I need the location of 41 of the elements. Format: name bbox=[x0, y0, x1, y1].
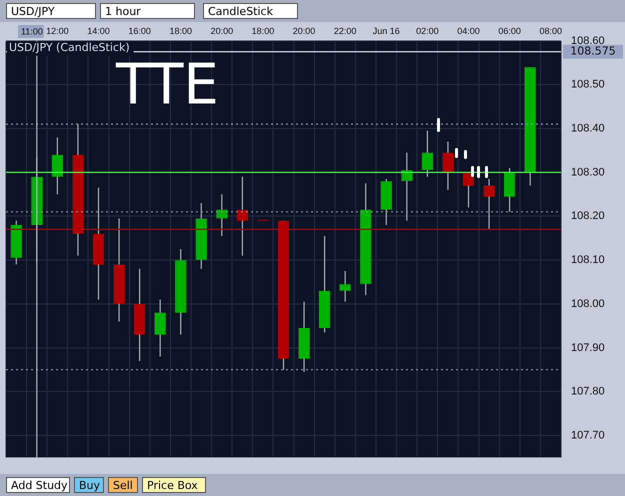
candlestick bbox=[504, 167, 516, 212]
x-tick-label: 14:00 bbox=[87, 26, 110, 36]
ref-line-label: 108.575 bbox=[570, 44, 616, 58]
x-tick-label: 22:00 bbox=[334, 26, 356, 36]
x-tick-label: 06:00 bbox=[498, 26, 521, 36]
y-tick-label: 108.50 bbox=[571, 78, 605, 91]
dropdown-field: 1 hour bbox=[100, 3, 195, 19]
candlestick bbox=[401, 152, 412, 222]
button: Price Box bbox=[142, 477, 206, 493]
chart-title: USD/JPY (CandleStick) bbox=[9, 41, 130, 54]
candlestick bbox=[442, 141, 454, 190]
candlestick bbox=[340, 270, 351, 302]
x-tick-label: 08:00 bbox=[539, 26, 562, 36]
y-tick-label: 108.30 bbox=[571, 166, 605, 178]
button: Add Study bbox=[6, 477, 70, 493]
y-tick-label: 107.80 bbox=[571, 386, 605, 398]
candlestick bbox=[216, 194, 228, 237]
x-tick-label: 02:00 bbox=[416, 26, 439, 36]
x-tick-label: 20:00 bbox=[292, 26, 316, 36]
x-tick-label: 04:00 bbox=[457, 26, 480, 36]
annotation: TTE bbox=[115, 52, 219, 118]
y-tick-label: 108.10 bbox=[571, 254, 605, 266]
y-tick-label: 108.40 bbox=[571, 122, 605, 135]
dropdown-field: CandleStick bbox=[203, 3, 298, 19]
button: Sell bbox=[108, 477, 138, 493]
x-tick-label: 12:00 bbox=[46, 26, 69, 36]
dropdown-field: USD/JPY bbox=[6, 3, 96, 19]
y-tick-label: 108.00 bbox=[571, 298, 605, 310]
x-tick-label: 18:00 bbox=[252, 26, 274, 36]
candlestick bbox=[52, 136, 64, 195]
y-tick-label: 108.60 bbox=[571, 34, 605, 47]
x-tick-label: 20:00 bbox=[210, 26, 234, 36]
candlestick bbox=[154, 298, 166, 358]
x-tick-label: 16:00 bbox=[128, 26, 151, 36]
x-tick-label: 11:00 bbox=[20, 26, 43, 36]
y-tick-label: 107.70 bbox=[571, 430, 605, 442]
y-tick-label: 108.20 bbox=[571, 210, 605, 222]
x-tick-label: Jun 16 bbox=[372, 26, 400, 36]
x-tick-label: 18:00 bbox=[169, 26, 192, 36]
y-tick-label: 107.90 bbox=[571, 342, 605, 354]
button: Buy bbox=[74, 477, 104, 493]
